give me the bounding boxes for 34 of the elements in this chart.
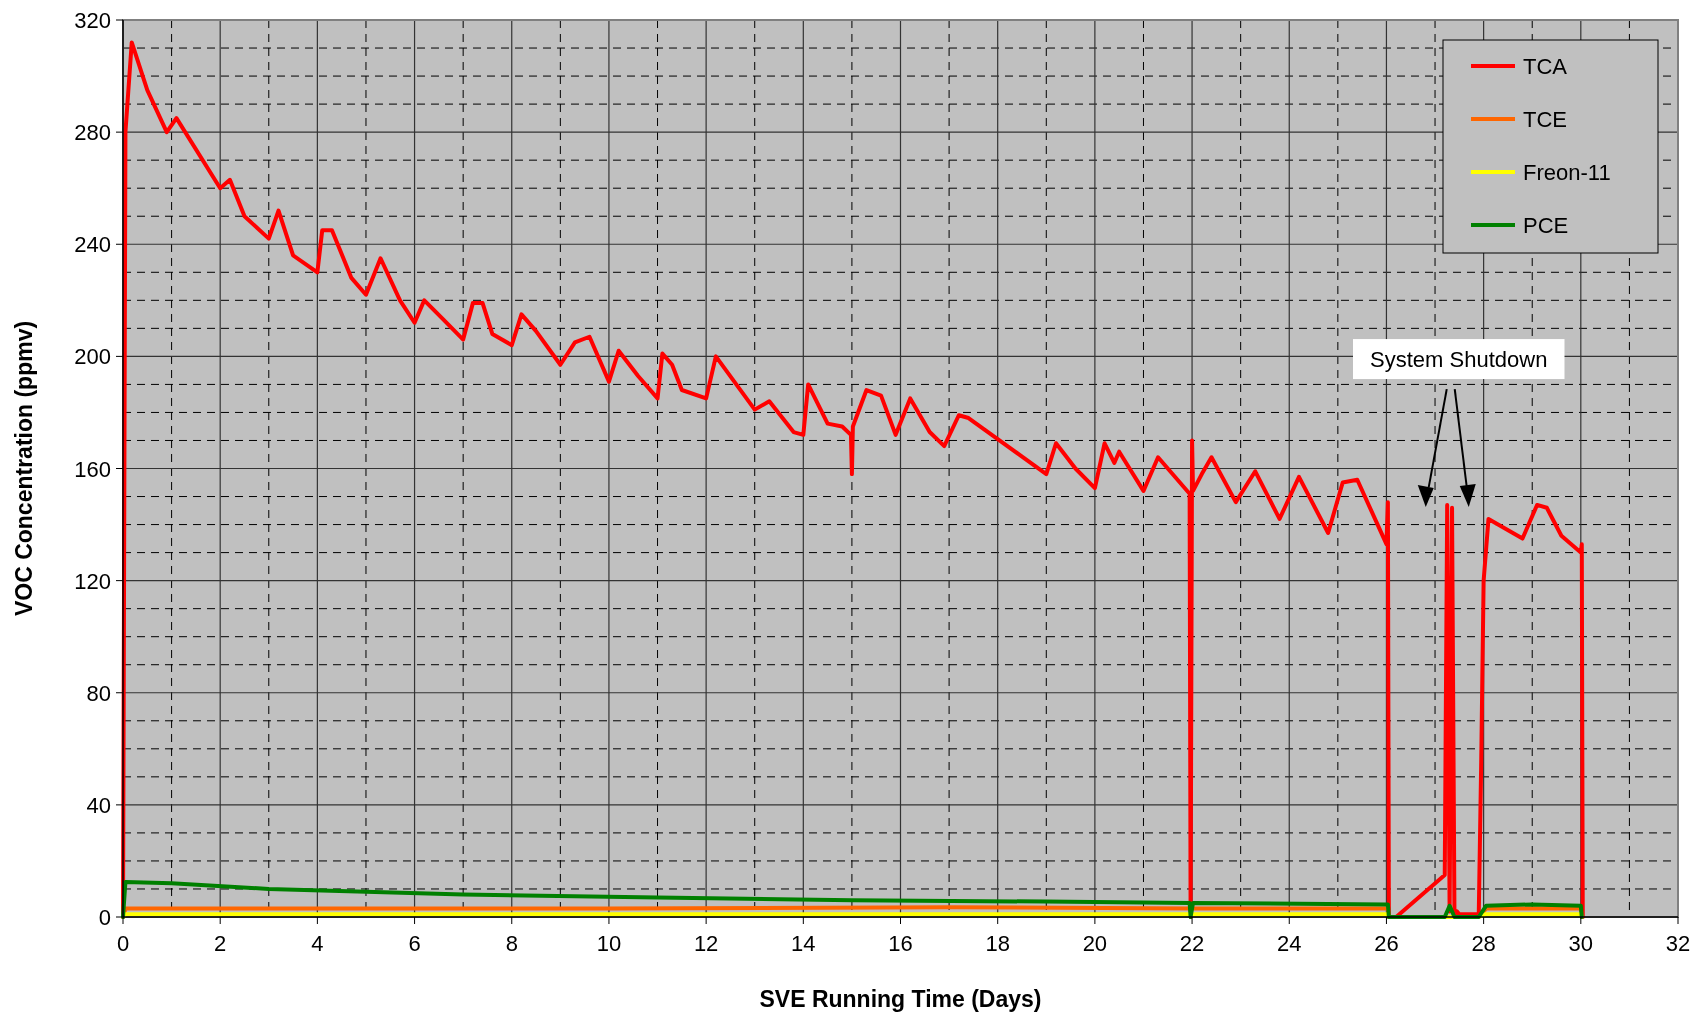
x-tick-label: 22 (1179, 931, 1205, 956)
x-tick-label: 26 (1374, 931, 1399, 956)
x-tick-label: 10 (596, 931, 622, 956)
legend-label: PCE (1523, 213, 1569, 238)
y-tick-label: 120 (74, 568, 111, 594)
x-tick-label: 20 (1082, 931, 1108, 956)
legend-label: TCE (1523, 107, 1567, 132)
x-tick-label: 18 (985, 931, 1010, 956)
x-tick-label: 14 (791, 931, 816, 956)
x-tick-label: 8 (505, 931, 518, 956)
x-tick-label: 12 (693, 931, 719, 956)
x-tick-label: 30 (1568, 931, 1594, 956)
legend-label: TCA (1523, 54, 1568, 79)
x-tick-label: 6 (408, 931, 421, 956)
y-axis-title: VOC Concentration (ppmv) (11, 320, 37, 617)
y-tick-label: 320 (74, 8, 111, 33)
annotation: System Shutdown (1370, 347, 1548, 373)
x-tick-label: 28 (1471, 931, 1496, 956)
y-tick-label: 160 (74, 456, 111, 482)
y-tick-label: 80 (86, 680, 111, 706)
x-tick-label: 4 (311, 931, 324, 956)
line-series (121, 879, 1584, 919)
x-tick-label: 32 (1665, 931, 1691, 956)
legend-label: Freon-11 (1523, 160, 1611, 185)
y-tick-label: 240 (74, 232, 111, 258)
y-tick-label: 200 (74, 344, 111, 370)
x-tick-label: 16 (888, 931, 913, 956)
x-axis-title: SVE Running Time (Days) (759, 986, 1042, 1012)
x-tick-label: 0 (116, 931, 130, 956)
x-tick-label: 2 (214, 931, 227, 956)
y-tick-label: 280 (74, 120, 111, 146)
x-tick-label: 24 (1277, 931, 1302, 956)
y-tick-label: 40 (86, 792, 111, 818)
y-tick-label: 0 (98, 905, 111, 930)
